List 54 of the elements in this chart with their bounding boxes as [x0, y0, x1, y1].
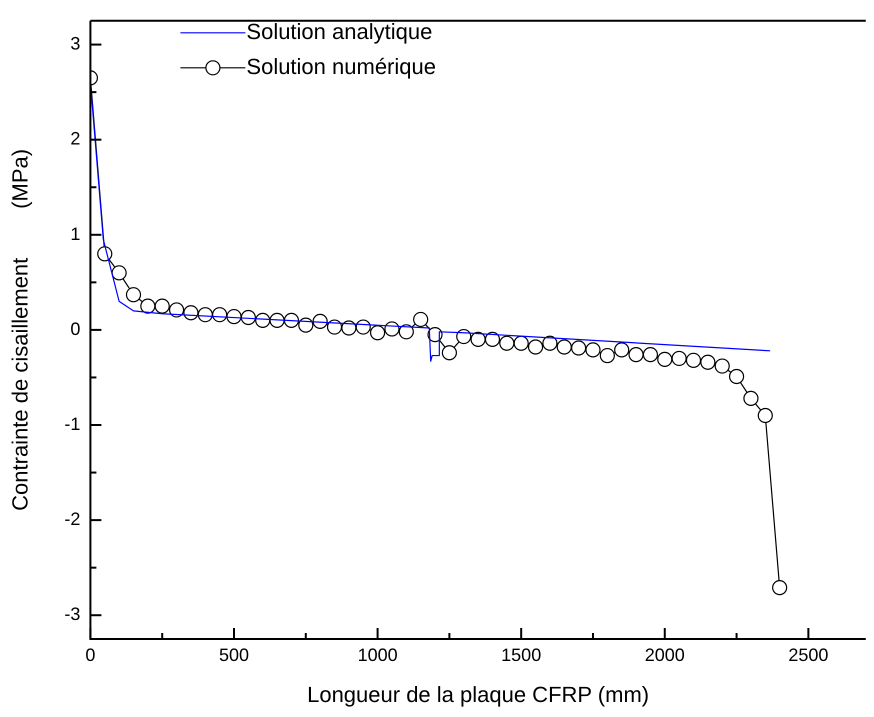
point: [183, 305, 199, 320]
point: [140, 298, 156, 314]
point: [743, 390, 759, 406]
point: [528, 339, 544, 355]
legend-label: Solution numérique: [246, 54, 436, 79]
legend-label: Solution analytique: [246, 18, 432, 44]
point: [642, 347, 658, 362]
point: [556, 339, 572, 355]
point: [442, 345, 457, 360]
x-axis-title: Longueur de la plaque CFRP (mm): [307, 682, 650, 707]
point: [772, 580, 788, 596]
x-tick-label: 1500: [501, 644, 542, 665]
x-tick-label: 2000: [644, 644, 685, 665]
point: [585, 342, 601, 358]
point: [326, 319, 342, 335]
point: [700, 354, 716, 370]
point: [571, 340, 586, 356]
point: [484, 332, 500, 348]
point: [542, 336, 558, 351]
point: [470, 332, 486, 348]
y-tick-label: -2: [64, 509, 80, 530]
point: [398, 324, 414, 340]
y-tick-label: 3: [70, 34, 80, 54]
point: [154, 298, 170, 314]
point: [212, 307, 228, 322]
point: [168, 302, 184, 318]
y-tick-label: 1: [70, 224, 80, 244]
point: [686, 352, 702, 368]
point: [657, 352, 672, 367]
point: [499, 336, 514, 351]
point: [341, 320, 356, 336]
point: [514, 336, 529, 351]
x-tick-label: 2500: [788, 644, 828, 665]
point: [126, 287, 142, 302]
point: [614, 342, 630, 358]
point: [672, 350, 687, 366]
point: [600, 348, 615, 364]
point: [728, 368, 744, 384]
y-tick-label: -1: [64, 414, 80, 434]
y-tick-label: 0: [70, 318, 80, 339]
x-tick-label: 0: [85, 644, 96, 665]
point: [456, 328, 472, 344]
point: [370, 325, 386, 340]
point: [714, 358, 730, 374]
y-axis-title: Contrainte de cisaillement (MPa): [7, 148, 32, 511]
x-tick-label: 500: [218, 644, 250, 665]
point: [628, 347, 644, 362]
point: [112, 265, 127, 280]
point: [758, 408, 773, 424]
point: [298, 318, 314, 333]
y-tick-label: -3: [64, 604, 80, 624]
point: [413, 312, 428, 328]
x-tick-label: 1000: [358, 644, 398, 665]
y-tick-label: 2: [70, 128, 80, 149]
